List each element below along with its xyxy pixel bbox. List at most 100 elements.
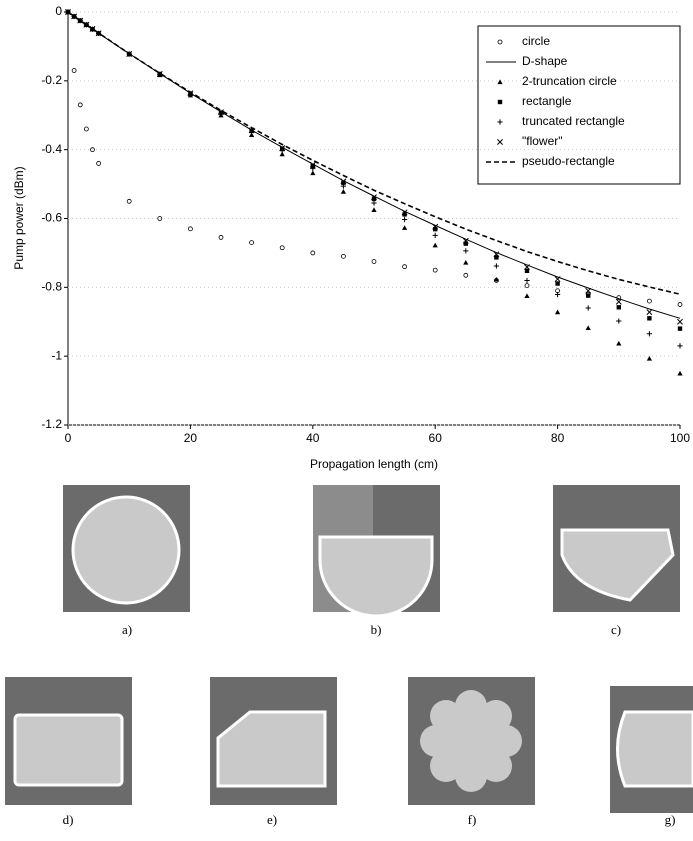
marker xyxy=(402,225,408,230)
marker xyxy=(279,245,285,251)
marker xyxy=(126,198,132,204)
marker xyxy=(677,326,683,331)
marker xyxy=(462,237,469,244)
marker xyxy=(432,223,439,230)
marker xyxy=(371,207,377,212)
panel-caption: f) xyxy=(468,812,477,827)
panel-d: d) xyxy=(5,677,132,827)
marker xyxy=(646,309,653,316)
marker xyxy=(310,170,316,176)
marker xyxy=(432,232,438,238)
marker xyxy=(433,226,438,232)
marker xyxy=(341,180,346,185)
marker xyxy=(463,259,469,265)
marker xyxy=(493,276,499,282)
marker xyxy=(402,216,408,223)
marker xyxy=(586,293,591,298)
marker xyxy=(310,165,316,172)
legend-symbol xyxy=(497,119,503,125)
marker xyxy=(616,340,622,346)
y-tick-label: -1.2 xyxy=(41,417,62,431)
marker xyxy=(493,263,499,269)
marker xyxy=(524,293,530,299)
marker xyxy=(401,209,408,216)
y-tick-label: 0 xyxy=(55,4,62,18)
marker xyxy=(615,298,622,305)
marker xyxy=(310,250,316,256)
panel-caption: d) xyxy=(63,812,74,827)
marker xyxy=(402,264,408,270)
legend-symbol xyxy=(497,39,503,45)
y-tick-label: -0.4 xyxy=(41,142,62,156)
panel-caption: a) xyxy=(122,622,132,637)
panel-b: b) xyxy=(313,485,440,637)
panel-a: a) xyxy=(63,485,190,637)
marker xyxy=(616,318,622,324)
legend-symbol xyxy=(497,139,503,145)
marker xyxy=(463,241,468,246)
marker xyxy=(249,240,255,245)
panel-e: e) xyxy=(210,677,337,827)
marker xyxy=(585,305,591,311)
marker xyxy=(83,126,89,132)
marker xyxy=(677,302,683,307)
legend-label: "flower" xyxy=(522,134,563,148)
marker xyxy=(494,255,499,260)
marker xyxy=(309,161,316,168)
y-tick-label: -0.8 xyxy=(41,280,62,294)
x-tick-label: 80 xyxy=(551,431,565,445)
marker xyxy=(555,281,560,286)
x-tick-label: 0 xyxy=(65,431,72,445)
marker xyxy=(646,355,652,361)
marker xyxy=(157,216,163,221)
marker xyxy=(77,102,83,108)
marker xyxy=(524,268,530,274)
marker xyxy=(524,283,530,289)
panel-caption: g) xyxy=(665,812,676,827)
marker xyxy=(677,318,683,325)
x-tick-label: 20 xyxy=(184,431,198,445)
marker xyxy=(463,272,469,278)
legend-label: rectangle xyxy=(522,94,572,108)
panel-caption: c) xyxy=(611,622,621,637)
legend-box xyxy=(477,25,681,185)
marker xyxy=(554,276,561,283)
marker xyxy=(71,68,77,73)
marker xyxy=(524,264,530,270)
marker xyxy=(432,242,438,248)
marker xyxy=(218,109,224,116)
y-axis-label: Pump power (dBm) xyxy=(12,166,26,269)
marker xyxy=(310,163,315,169)
marker xyxy=(677,343,683,349)
y-tick-label: -1 xyxy=(51,348,62,362)
marker xyxy=(585,325,591,331)
marker xyxy=(371,196,377,202)
marker xyxy=(647,316,652,321)
y-tick-label: -0.6 xyxy=(41,211,62,225)
marker xyxy=(279,151,285,157)
panel-caption: e) xyxy=(267,812,277,827)
legend-label: circle xyxy=(522,34,550,48)
marker xyxy=(340,189,346,194)
marker xyxy=(463,248,469,254)
marker xyxy=(279,144,286,151)
panel-f: f) xyxy=(408,677,535,827)
x-axis-label: Propagation length (cm) xyxy=(310,457,438,471)
marker xyxy=(218,235,224,240)
marker xyxy=(371,259,377,264)
marker xyxy=(493,251,500,258)
legend-label: pseudo-rectangle xyxy=(522,154,615,168)
legend-label: truncated rectangle xyxy=(522,114,625,128)
legend-label: 2-truncation circle xyxy=(522,74,617,88)
y-tick-label: -0.2 xyxy=(41,73,62,87)
marker xyxy=(432,267,438,273)
marker xyxy=(677,370,683,376)
x-tick-label: 60 xyxy=(429,431,443,445)
panel-caption: b) xyxy=(371,622,382,637)
marker xyxy=(371,200,377,206)
panel-g: g) xyxy=(610,686,693,827)
marker xyxy=(646,331,652,337)
x-tick-label: 100 xyxy=(670,431,690,445)
marker xyxy=(616,305,621,310)
